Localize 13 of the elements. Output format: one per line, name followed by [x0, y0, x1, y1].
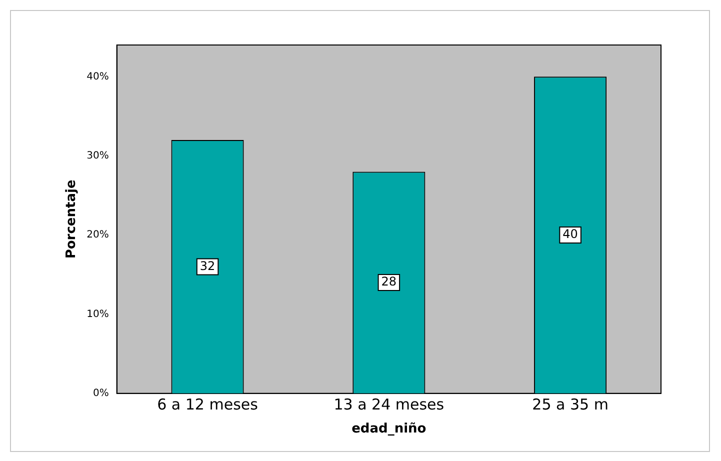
y-tick-label: 20%	[86, 230, 109, 241]
x-tick-label: 13 a 24 meses	[334, 395, 444, 414]
y-tick-label: 10%	[86, 308, 109, 320]
x-tick-label: 6 a 12 meses	[157, 395, 258, 414]
y-tick-label: 0%	[92, 388, 109, 399]
data-label: 40	[562, 227, 578, 242]
x-tick-label: 25 a 35 m	[532, 395, 608, 414]
x-axis-title: edad_niño	[352, 422, 426, 437]
y-tick-label: 30%	[86, 150, 109, 162]
y-axis-title: Porcentaje	[64, 180, 80, 259]
data-label: 32	[200, 258, 216, 273]
y-tick-label: 40%	[86, 71, 109, 82]
data-label: 28	[381, 274, 397, 289]
